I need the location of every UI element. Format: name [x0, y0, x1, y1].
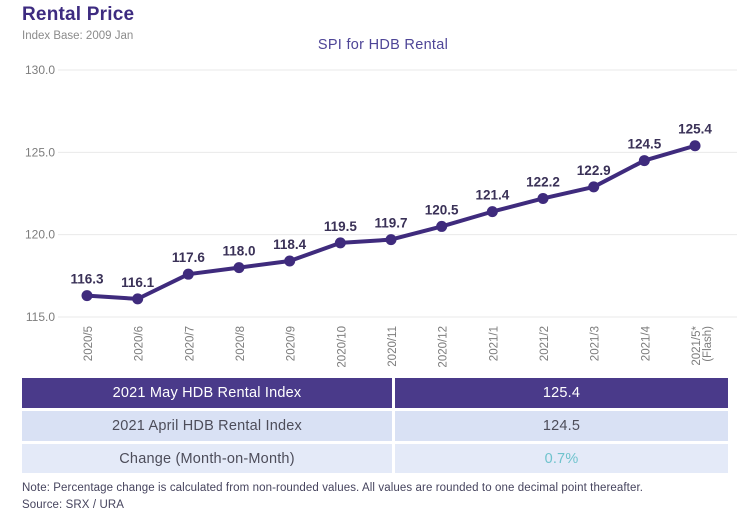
data-point-marker — [132, 293, 144, 305]
x-axis-tick-label: 2021/1 — [488, 326, 500, 361]
data-point-label: 125.4 — [678, 122, 712, 137]
chart-title: SPI for HDB Rental — [317, 37, 449, 53]
data-point-marker — [588, 181, 600, 193]
table-row: Change (Month-on-Month) 0.7% — [22, 444, 728, 473]
x-axis-tick-label: 2020/5 — [83, 326, 95, 361]
data-point-label: 118.4 — [273, 237, 307, 252]
hdb-rental-index-line-chart: 115.0 120.0 125.0 130.0 2020/5 2020/6 2020/7 20… — [25, 63, 737, 368]
x-axis-tick-label: 2020/9 — [286, 326, 298, 361]
x-axis-tick-label: 2020/8 — [235, 326, 247, 361]
page-title: Rental Price — [22, 4, 135, 25]
data-point-label: 117.6 — [172, 250, 206, 265]
table-value-cell: 125.4 — [395, 378, 728, 408]
table-label-cell: Change (Month-on-Month) — [22, 444, 392, 473]
y-axis-tick-label: 130.0 — [25, 63, 55, 77]
y-axis-tick-label: 125.0 — [25, 145, 55, 159]
data-point-marker — [385, 234, 397, 246]
data-point-label: 122.2 — [526, 174, 560, 189]
table-row: 2021 April HDB Rental Index 124.5 — [22, 411, 728, 441]
data-point-marker — [638, 155, 650, 167]
x-axis-tick-label: 2020/10 — [336, 326, 348, 368]
data-point-marker — [81, 290, 93, 302]
note-text: Note: Percentage change is calculated fr… — [22, 482, 644, 494]
y-axis-tick-label: 120.0 — [25, 228, 55, 242]
table-value-cell: 124.5 — [395, 411, 728, 441]
data-point-label: 120.5 — [425, 202, 459, 217]
data-point-marker — [537, 192, 549, 204]
data-point-marker — [334, 237, 346, 249]
data-point-label: 121.4 — [475, 188, 509, 203]
x-axis-tick-label: (Flash) — [702, 326, 714, 362]
data-point-label: 119.5 — [324, 219, 358, 234]
data-point-label: 116.1 — [121, 275, 155, 290]
x-axis-tick-label: 2020/7 — [184, 326, 196, 361]
data-point-label: 122.9 — [577, 163, 611, 178]
x-axis-tick-label: 2021/5* — [691, 325, 703, 365]
y-axis-tick-label: 115.0 — [26, 310, 55, 324]
table-value-cell: 0.7% — [395, 444, 728, 473]
index-base-label: Index Base: 2009 Jan — [22, 30, 134, 42]
data-point-marker — [689, 140, 701, 152]
data-point-label: 119.7 — [374, 216, 407, 231]
data-point-marker — [436, 220, 448, 232]
table-label-cell: 2021 May HDB Rental Index — [22, 378, 392, 408]
data-point-marker — [233, 262, 245, 274]
table-label-cell: 2021 April HDB Rental Index — [22, 411, 392, 441]
x-axis-tick-label: 2020/6 — [134, 326, 146, 361]
data-point-label: 118.0 — [222, 244, 255, 259]
data-point-label: 116.3 — [70, 272, 104, 287]
data-point-label: 124.5 — [627, 137, 661, 152]
table-row: 2021 May HDB Rental Index 125.4 — [22, 378, 728, 408]
source-text: Source: SRX / URA — [22, 499, 125, 511]
x-axis-tick-label: 2020/11 — [387, 326, 399, 367]
x-axis-tick-label: 2021/3 — [590, 326, 602, 361]
data-point-marker — [182, 268, 194, 280]
data-point-marker — [284, 255, 296, 267]
x-axis-tick-label: 2021/2 — [539, 326, 551, 361]
x-axis-tick-label: 2020/12 — [438, 326, 450, 368]
x-axis-tick-label: 2021/4 — [640, 325, 652, 361]
data-point-marker — [486, 206, 498, 218]
